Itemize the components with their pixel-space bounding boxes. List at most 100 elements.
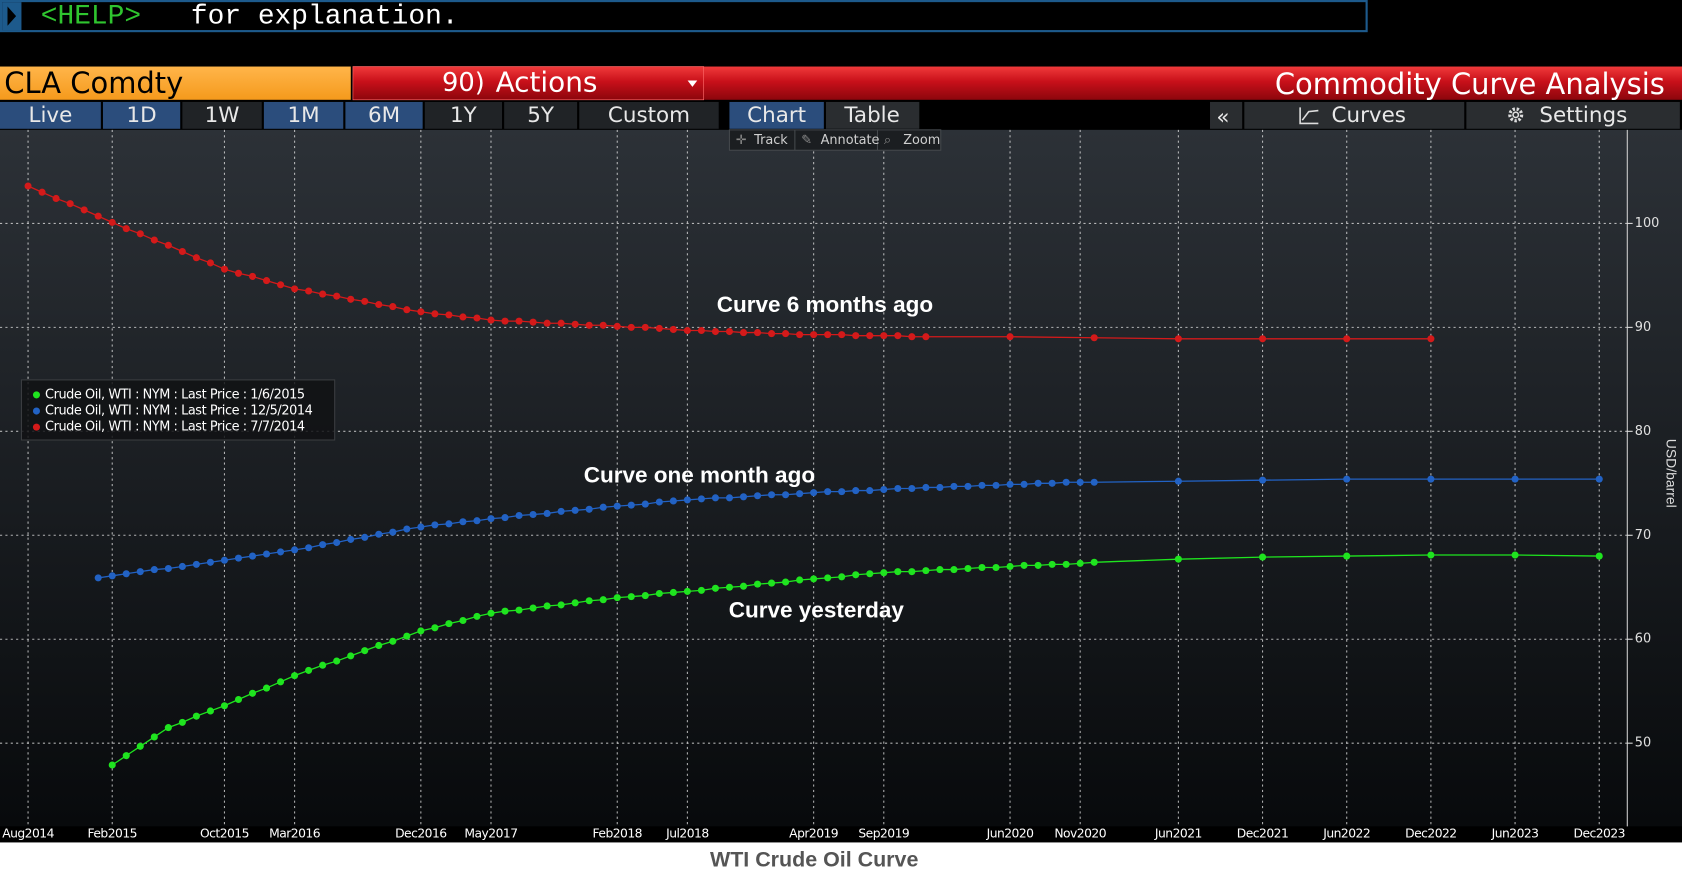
x-tick-label: Mar2016 [269,826,321,840]
data-point [796,331,804,339]
data-point [136,742,144,750]
data-point [333,657,341,665]
data-point [431,310,439,318]
data-point [333,539,341,547]
data-point [753,329,762,337]
data-point [150,733,158,741]
data-point [178,562,186,570]
data-point [178,247,186,256]
range-button[interactable] [263,101,344,129]
plot-background [0,129,1682,843]
security-box[interactable] [0,66,351,100]
data-point [248,689,257,697]
data-point [487,609,495,617]
tool-label[interactable]: Zoom [903,133,940,148]
range-button[interactable] [182,101,262,129]
data-point [192,712,200,720]
data-point [641,592,649,600]
x-tick-label: Sep2019 [858,826,909,840]
view-button[interactable] [825,101,920,129]
data-point [417,308,425,316]
data-point [529,510,537,519]
range-button[interactable] [579,101,719,129]
data-point [782,578,790,586]
data-point [487,316,495,324]
curves-button[interactable] [1244,101,1465,129]
actions-menu[interactable] [352,66,705,101]
data-point [753,492,762,500]
data-point [1048,560,1056,568]
range-button[interactable] [102,101,181,129]
data-point [599,321,607,329]
data-point [1595,475,1603,483]
data-point [1020,480,1028,488]
data-point [347,535,355,543]
data-point [94,574,102,582]
data-point [122,752,130,760]
data-point [389,528,397,536]
command-input[interactable] [0,0,1368,33]
data-point [768,491,776,499]
x-tick-label: Jun2021 [1154,826,1202,840]
chart-title: WTI Crude Oil Curve [710,847,918,871]
chart-tools [728,129,942,151]
data-point [697,495,705,503]
range-button[interactable] [345,101,423,129]
range-button[interactable] [504,101,578,129]
view-button[interactable] [729,101,824,129]
data-point [501,514,509,522]
tool-label[interactable]: Annotate [821,133,880,148]
collapse-button[interactable] [1210,101,1243,129]
data-point [262,550,271,558]
settings-button[interactable] [1466,101,1680,129]
data-point [894,332,902,340]
data-point [136,568,144,576]
data-point [1511,475,1519,483]
data-point [655,498,663,506]
curves-icon [1299,107,1319,125]
data-point [1076,478,1084,486]
data-point [24,182,32,190]
data-point [206,707,214,715]
y-tick-label: 60 [1635,632,1651,647]
data-point [473,314,481,322]
data-point [838,331,846,339]
range-label: Custom [608,103,690,128]
data-point [1006,333,1014,341]
data-point [936,483,944,491]
data-point [108,572,116,580]
x-tick-label: Dec2016 [395,826,447,840]
range-label: Live [29,103,73,128]
data-point [206,558,214,566]
help-key: <HELP> [41,1,141,32]
data-point [473,517,481,525]
data-point [683,496,691,504]
data-point [403,525,411,533]
data-point [585,321,593,329]
range-button[interactable] [424,101,503,129]
y-tick-label: 70 [1635,528,1651,543]
data-point [543,319,551,327]
data-point [866,332,874,340]
data-point [220,265,228,273]
data-point [978,563,986,572]
data-point [908,568,916,576]
data-point [361,533,369,541]
data-point [852,571,860,579]
range-button[interactable] [0,101,101,129]
x-axis-strip [0,826,1682,843]
function-title: Commodity Curve Analysis [1275,67,1665,101]
data-point [375,530,383,538]
x-tick-label: Jul2018 [665,826,708,840]
data-point [669,325,677,333]
curves-label: Curves [1332,103,1406,128]
data-point [234,269,243,277]
security: CLA Comdty [4,66,183,100]
x-tick-label: Dec2022 [1405,826,1456,840]
data-point [627,501,635,509]
tool-label[interactable]: Track [753,133,788,148]
data-point [459,616,467,625]
data-point [1090,334,1098,342]
data-point [641,323,649,331]
